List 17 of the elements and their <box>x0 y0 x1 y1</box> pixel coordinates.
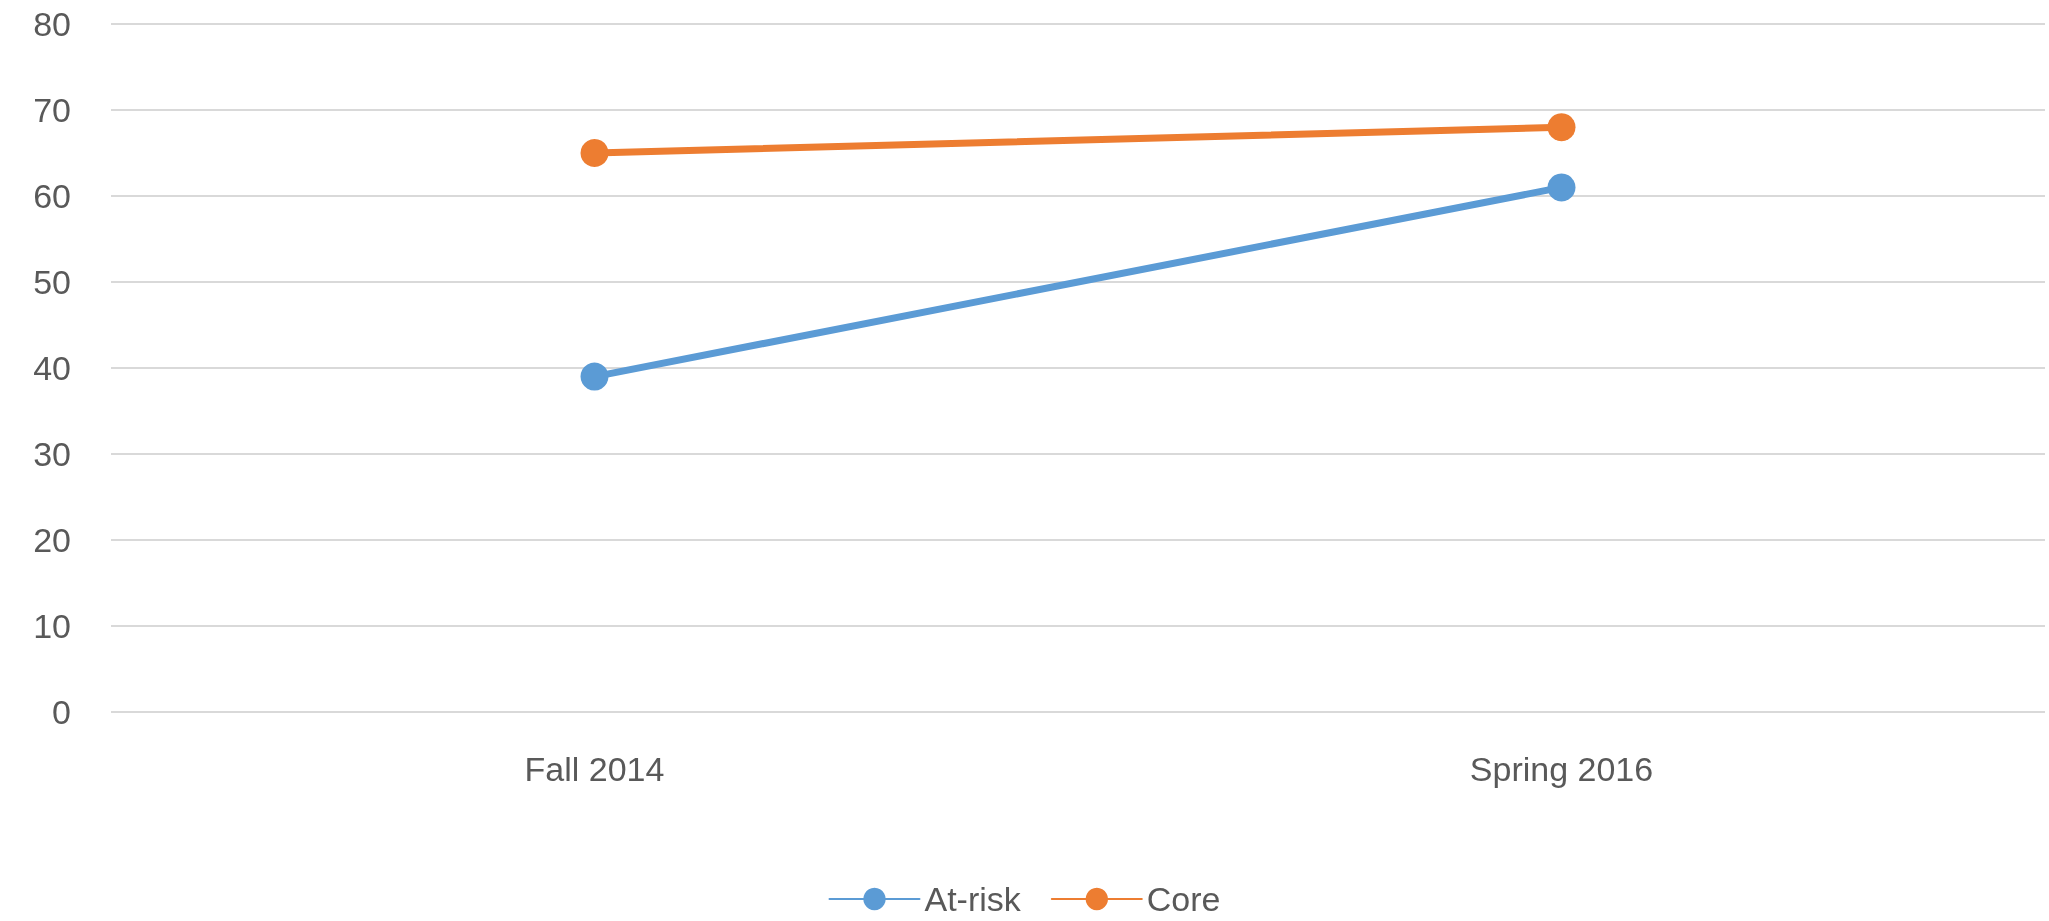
y-tick-label: 60 <box>33 177 71 215</box>
y-tick-label: 20 <box>33 521 71 559</box>
x-tick-label: Spring 2016 <box>1469 750 1654 788</box>
point <box>1547 173 1576 202</box>
x-tick-label: Fall 2014 <box>524 750 665 788</box>
y-tick-label: 80 <box>33 5 71 43</box>
y-tick-label: 70 <box>33 91 71 129</box>
y-tick-label: 40 <box>33 349 71 387</box>
legend-label: Core <box>1146 880 1221 918</box>
point <box>580 139 609 167</box>
point <box>580 362 609 391</box>
y-tick-label: 0 <box>52 693 71 731</box>
y-tick-label: 50 <box>33 263 71 301</box>
y-tick-label: 30 <box>33 435 71 473</box>
point <box>1547 113 1576 142</box>
y-tick-label: 10 <box>33 607 71 645</box>
legend-label: At-risk <box>924 880 1022 918</box>
